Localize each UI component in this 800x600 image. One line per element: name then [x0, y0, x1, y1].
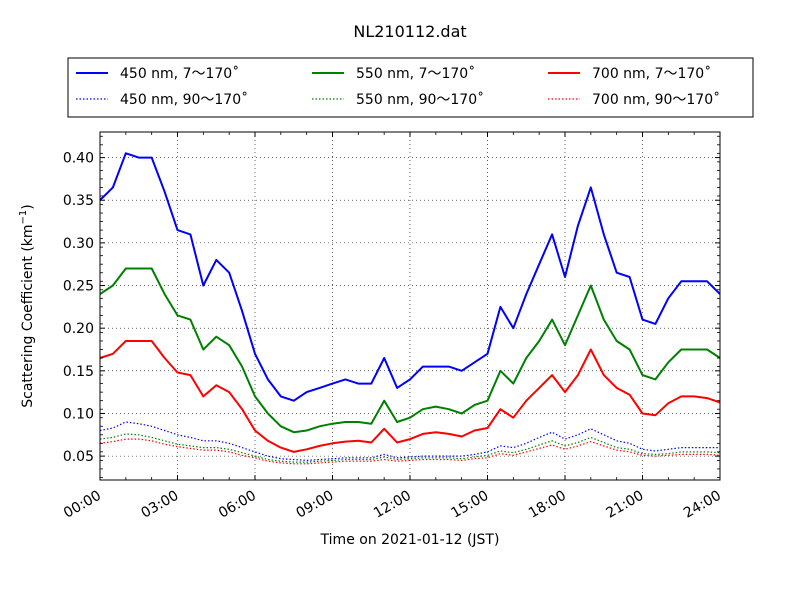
- series-line-2: [99, 340, 721, 453]
- legend-box: [67, 57, 754, 118]
- legend-entry-5: 700 nm, 90～170˚: [592, 91, 720, 108]
- x-tick-label: 18:00: [526, 488, 569, 522]
- series-line-1: [99, 267, 721, 434]
- y-tick-label: 0.05: [63, 449, 94, 465]
- y-tick-label: 0.20: [63, 321, 94, 337]
- y-tick-label: 0.40: [63, 151, 94, 167]
- y-tick-label: 0.25: [63, 279, 94, 295]
- ticks: 0.05 0.10 0.15 0.20 0.25 0.30 0.35 0.40 00:00 03:…: [61, 132, 724, 522]
- series-line-5: [99, 438, 721, 465]
- x-tick-label: 15:00: [449, 488, 492, 522]
- legend: 450 nm, 7～170˚ 550 nm, 7～170˚ 700 nm, 7～17…: [67, 57, 754, 118]
- x-axis-label: Time on 2021-01-12 (JST): [320, 532, 500, 548]
- x-tick-label: 12:00: [371, 488, 414, 522]
- legend-entry-1: 550 nm, 7～170˚: [356, 65, 475, 82]
- y-tick-label: 0.10: [63, 406, 94, 422]
- x-tick-label: 00:00: [61, 488, 104, 522]
- y-axis-label: Scattering Coefficient (km−1): [18, 204, 36, 408]
- x-tick-label: 21:00: [604, 488, 647, 522]
- legend-entry-3: 450 nm, 90～170˚: [120, 91, 248, 108]
- legend-entry-0: 450 nm, 7～170˚: [120, 65, 239, 82]
- series-group: [99, 152, 721, 465]
- legend-entry-2: 700 nm, 7～170˚: [592, 65, 711, 82]
- x-tick-label: 24:00: [681, 488, 724, 522]
- series-line-0: [99, 152, 721, 402]
- y-axis-label-sup: −1: [18, 210, 29, 225]
- series-line-3: [99, 421, 720, 461]
- y-tick-label: 0.15: [63, 364, 94, 380]
- x-tick-label: 06:00: [216, 488, 259, 522]
- legend-entry-4: 550 nm, 90～170˚: [356, 91, 484, 108]
- chart-title: NL210112.dat: [353, 22, 466, 41]
- x-tick-label: 03:00: [139, 488, 182, 522]
- y-axis-label-main: Scattering Coefficient (km: [20, 224, 36, 407]
- y-tick-label: 0.30: [63, 236, 94, 252]
- grid: [99, 132, 721, 480]
- y-axis-label-end: ): [20, 204, 36, 209]
- series-line-4: [99, 433, 721, 463]
- y-tick-label: 0.35: [63, 193, 94, 209]
- x-tick-label: 09:00: [294, 488, 337, 522]
